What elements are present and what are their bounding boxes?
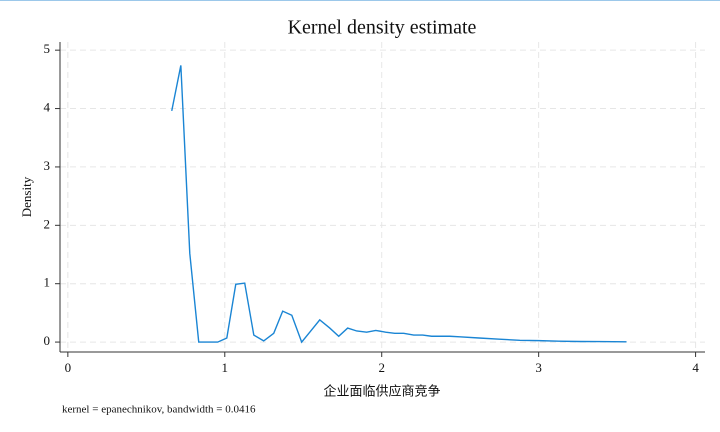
y-tick-label: 4 — [44, 100, 51, 115]
y-axis-label: Density — [19, 176, 34, 217]
x-tick-label: 3 — [535, 360, 542, 375]
chart-title: Kernel density estimate — [288, 17, 477, 39]
y-tick-label: 5 — [44, 41, 51, 56]
y-tick-label: 3 — [44, 158, 51, 173]
x-tick-label: 0 — [65, 360, 72, 375]
y-tick-label: 1 — [44, 275, 51, 290]
density-line — [171, 65, 627, 344]
y-tick-label: 0 — [44, 333, 51, 348]
note: kernel = epanechnikov, bandwidth = 0.041… — [62, 404, 256, 416]
x-tick-label: 4 — [692, 360, 699, 375]
x-tick-label: 2 — [378, 360, 385, 375]
x-axis-label: 企业面临供应商竞争 — [323, 384, 440, 400]
y-tick-label: 2 — [44, 216, 51, 231]
x-tick-label: 1 — [222, 360, 229, 375]
